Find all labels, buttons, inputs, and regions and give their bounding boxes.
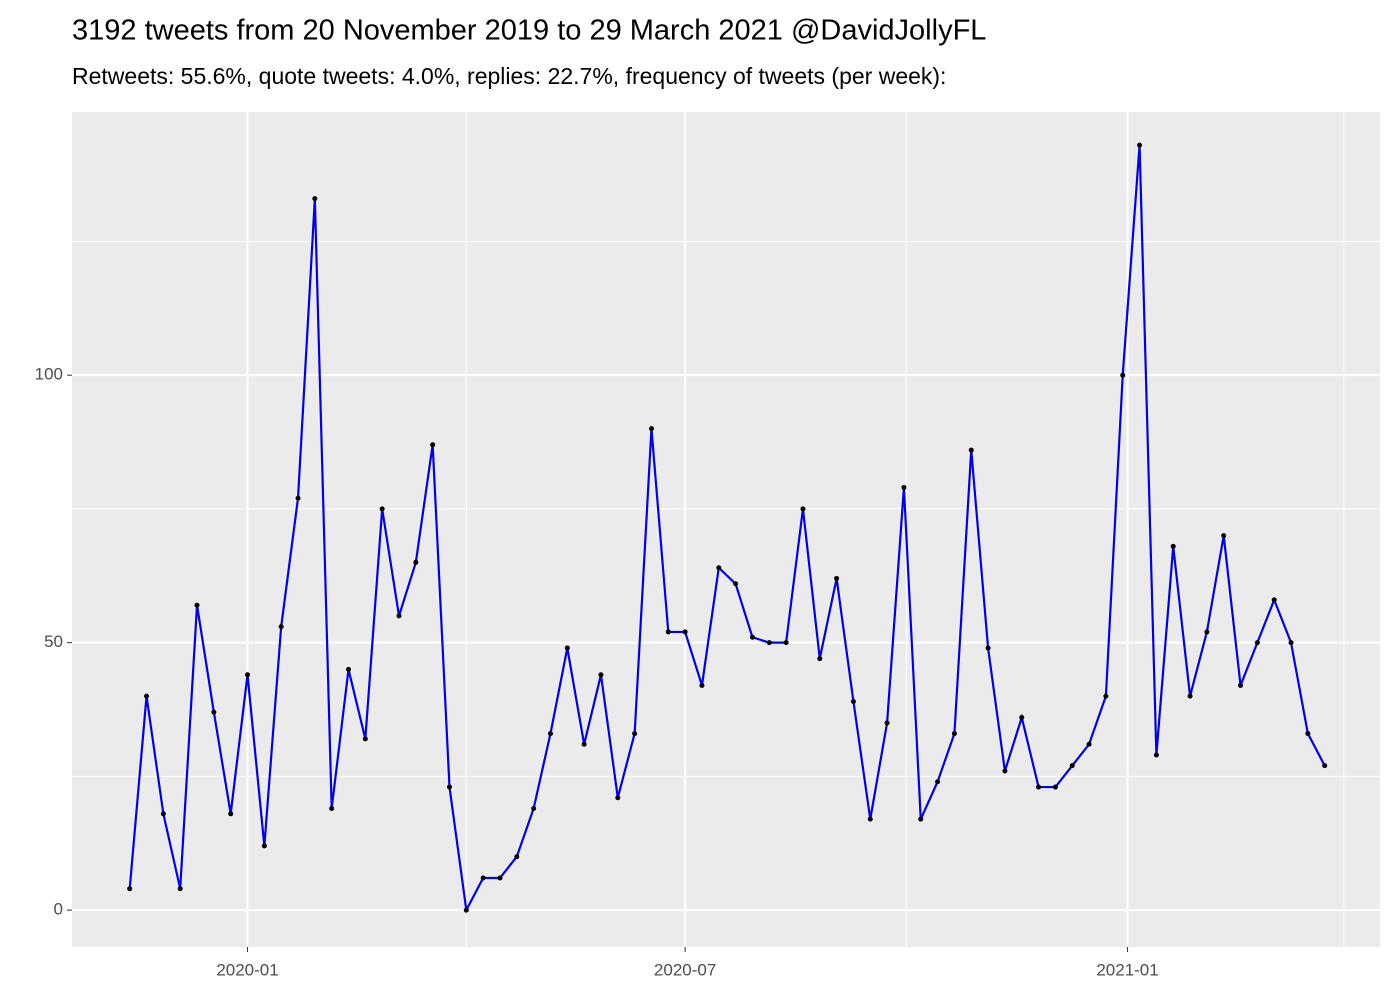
point <box>648 426 654 432</box>
point <box>817 656 823 662</box>
x-tick-label: 2021-01 <box>1096 960 1158 979</box>
point <box>1305 731 1311 737</box>
point <box>733 581 739 587</box>
point <box>211 709 217 715</box>
point <box>177 886 183 892</box>
point <box>1238 682 1244 688</box>
point <box>716 565 722 571</box>
point <box>1221 533 1227 539</box>
point <box>396 613 402 619</box>
point <box>783 640 789 646</box>
point <box>1002 768 1008 774</box>
point <box>1120 372 1126 378</box>
point <box>985 645 991 651</box>
point <box>547 731 553 737</box>
point <box>261 843 267 849</box>
point <box>194 602 200 608</box>
point <box>1086 741 1092 747</box>
point <box>682 629 688 635</box>
point <box>480 875 486 881</box>
point <box>1170 543 1176 549</box>
point <box>1103 693 1109 699</box>
point <box>245 672 251 678</box>
point <box>766 640 772 646</box>
point <box>598 672 604 678</box>
point <box>1153 752 1159 758</box>
chart-title: 3192 tweets from 20 November 2019 to 29 … <box>72 15 986 47</box>
point <box>329 805 335 811</box>
point <box>1288 640 1294 646</box>
point <box>699 682 705 688</box>
point <box>564 645 570 651</box>
point <box>1069 763 1075 769</box>
point <box>749 634 755 640</box>
point <box>1036 784 1042 790</box>
point <box>968 447 974 453</box>
chart-subtitle: Retweets: 55.6%, quote tweets: 4.0%, rep… <box>72 63 946 89</box>
point <box>884 720 890 726</box>
point <box>312 196 318 202</box>
point <box>1187 693 1193 699</box>
point <box>1322 763 1328 769</box>
point <box>665 629 671 635</box>
point <box>514 854 520 860</box>
point <box>127 886 133 892</box>
point <box>1052 784 1058 790</box>
y-tick-label: 100 <box>35 365 63 384</box>
y-tick-label: 50 <box>44 632 63 651</box>
point <box>1204 629 1210 635</box>
point <box>918 816 924 822</box>
point <box>278 624 284 630</box>
point <box>615 795 621 801</box>
point <box>834 575 840 581</box>
point <box>446 784 452 790</box>
point <box>901 485 907 491</box>
point <box>430 442 436 448</box>
point <box>935 779 941 785</box>
point <box>800 506 806 512</box>
x-tick-label: 2020-07 <box>654 960 716 979</box>
point <box>581 741 587 747</box>
point <box>531 805 537 811</box>
point <box>379 506 385 512</box>
point <box>160 811 166 817</box>
point <box>362 736 368 742</box>
point <box>1254 640 1260 646</box>
line <box>128 145 1326 914</box>
point <box>497 875 503 881</box>
point <box>867 816 873 822</box>
point <box>1019 715 1025 721</box>
point <box>1137 142 1143 148</box>
point <box>1271 597 1277 603</box>
y-tick-label: 0 <box>54 900 63 919</box>
point <box>346 666 352 672</box>
point <box>632 731 638 737</box>
x-tick-label: 2020-01 <box>216 960 278 979</box>
point <box>295 495 301 501</box>
point <box>228 811 234 817</box>
point <box>463 907 469 913</box>
point <box>144 693 150 699</box>
panel <box>72 112 1380 947</box>
point <box>951 731 957 737</box>
point <box>413 559 419 565</box>
point <box>850 698 856 704</box>
